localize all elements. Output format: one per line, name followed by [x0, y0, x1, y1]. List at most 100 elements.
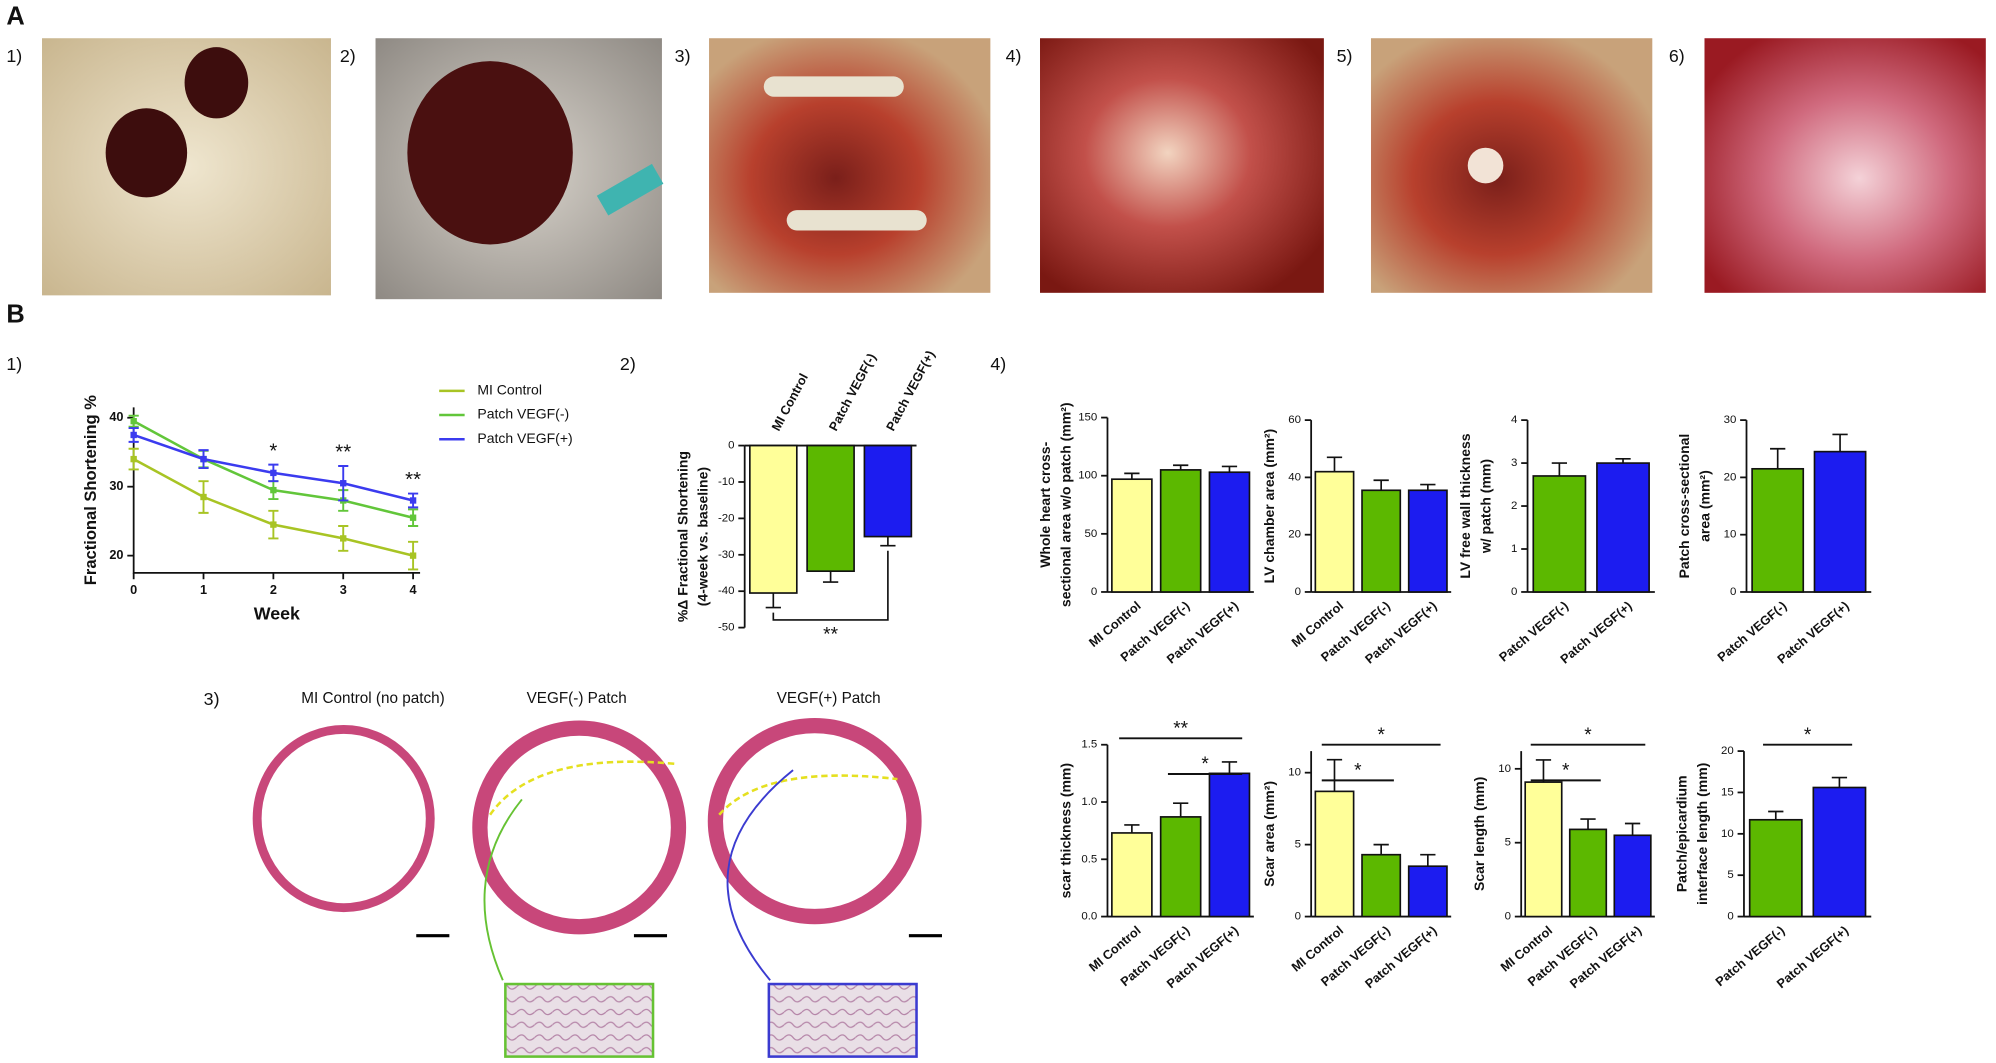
y-tick-label: -50 [718, 622, 735, 634]
photo-detail [763, 76, 904, 97]
error-bar [1326, 456, 1343, 472]
section [707, 717, 922, 925]
significance-label: ** [1173, 718, 1188, 739]
histology-title: VEGF(-) Patch [527, 690, 627, 707]
x-tick-label: 0 [130, 582, 137, 597]
significance-bracket [772, 550, 889, 621]
y-tick-label: 10 [1724, 529, 1737, 541]
y-tick-label: 20 [1288, 529, 1301, 541]
inset [767, 982, 918, 1058]
error-bar [1624, 822, 1641, 836]
bar [1361, 489, 1402, 593]
y-tick-label: 0 [1511, 586, 1517, 598]
category-label: Patch VEGF(+) [883, 348, 938, 433]
y-tick-label: 0 [1730, 586, 1736, 598]
category-label: MI Control [768, 371, 811, 434]
y-axis-label: %Δ Fractional Shortening [674, 451, 690, 622]
bar [863, 444, 913, 538]
y-axis-label: scar thickness (mm) [1057, 763, 1073, 898]
photo-detail [596, 163, 664, 216]
y-tick-label: 20 [109, 547, 123, 562]
y-tick-label: 20 [1724, 471, 1737, 483]
y-tick-label: 10 [1721, 828, 1734, 840]
point [409, 552, 417, 559]
y-tick-label: -30 [718, 549, 735, 561]
x-tick-label: 2 [270, 582, 277, 597]
annotation: * [269, 440, 277, 462]
histology-title: VEGF(+) Patch [777, 690, 881, 707]
y-tick-label: 0 [728, 440, 734, 452]
photo-label: 6) [1669, 46, 1685, 66]
photo [1704, 38, 1986, 293]
photos [42, 38, 1986, 300]
y-axis-label: area (mm²) [1696, 470, 1712, 542]
photo-detail [184, 47, 249, 119]
error-bar [1124, 824, 1140, 833]
y-tick-label: -20 [718, 512, 735, 524]
bar [1596, 462, 1650, 593]
patch-outline [718, 774, 898, 816]
error-bar [1221, 761, 1238, 774]
significance-label: * [1562, 760, 1570, 781]
error-bar [1535, 759, 1552, 783]
bar [1208, 471, 1251, 593]
y-tick-label: 0 [1295, 911, 1301, 923]
photo-detail [1467, 147, 1504, 184]
y-tick-label: 2 [1511, 500, 1517, 512]
error-bar [1770, 447, 1786, 469]
photo-label: 4) [1006, 46, 1022, 66]
point [270, 521, 277, 528]
category-label: Patch VEGF(-) [826, 351, 879, 434]
y-axis-label: LV free wall thickness [1457, 433, 1473, 578]
point [270, 486, 277, 494]
point [130, 455, 137, 463]
x-tick-label: 3 [340, 582, 347, 597]
y-tick-label: 100 [1078, 470, 1097, 482]
panel-sub-label: 2) [620, 354, 636, 374]
y-tick-label: 0.0 [1081, 911, 1097, 923]
y-tick-label: 3 [1511, 457, 1517, 469]
y-tick-label: 150 [1078, 412, 1097, 424]
photo-label: 2) [340, 46, 356, 66]
y-axis-label: LV chamber area (mm²) [1261, 429, 1277, 584]
error-bar [1831, 776, 1848, 788]
y-tick-label: -40 [718, 585, 735, 597]
error-bar [1124, 472, 1140, 480]
annotation: ** [335, 442, 351, 464]
y-tick-label: 10 [1498, 763, 1511, 775]
bar [1208, 772, 1251, 918]
y-axis-label: Whole heart cross- [1037, 441, 1053, 567]
inset-pointer [726, 769, 794, 981]
panel-sub-label: 3) [204, 689, 220, 709]
y-tick-label: 0 [1091, 586, 1097, 598]
point [130, 431, 137, 439]
bar [1751, 467, 1805, 593]
bar [1812, 786, 1867, 918]
bar [1613, 834, 1652, 918]
y-tick-label: 5 [1727, 869, 1733, 881]
y-tick-label: 4 [1511, 414, 1518, 426]
inset [504, 982, 655, 1058]
error-bar [822, 571, 839, 583]
error-bar [880, 536, 896, 547]
legend-label: MI Control [477, 382, 542, 398]
error-bar [1615, 457, 1631, 464]
bar [806, 444, 855, 573]
photo-label: 1) [6, 46, 22, 66]
error-bar [1420, 853, 1436, 867]
photo-label: 5) [1337, 46, 1353, 66]
y-tick-label: 30 [1724, 414, 1737, 426]
y-tick-label: 60 [1288, 414, 1301, 426]
error-bar [765, 593, 781, 609]
x-axis-label: Week [254, 604, 300, 624]
photo-label: 3) [675, 46, 691, 66]
y-tick-label: 1.0 [1081, 796, 1097, 808]
bar [1111, 478, 1153, 593]
y-axis-label: Patch/epicardium [1674, 775, 1690, 892]
y-tick-label: 0 [1295, 586, 1301, 598]
y-axis-label: Scar area (mm²) [1261, 781, 1277, 887]
y-tick-label: 0 [1727, 911, 1733, 923]
histology-title: MI Control (no patch) [301, 690, 444, 707]
y-tick-label: 40 [1288, 471, 1301, 483]
bar [1159, 816, 1202, 918]
